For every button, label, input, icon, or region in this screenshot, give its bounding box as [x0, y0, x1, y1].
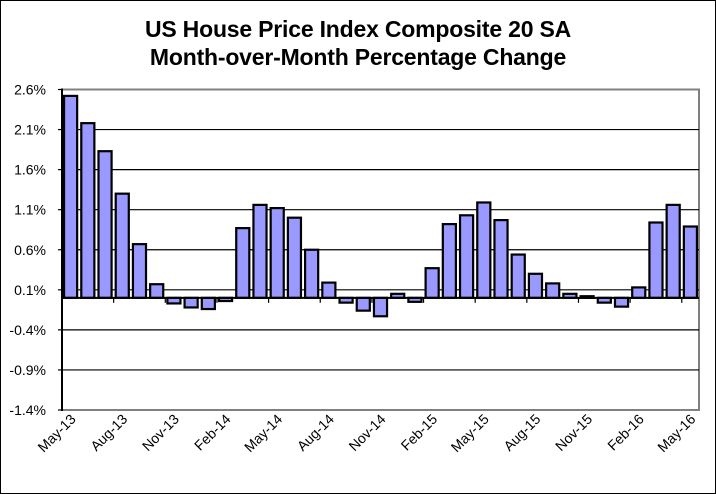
x-tick-label: May-14: [241, 411, 285, 455]
bar-aug-13: [114, 192, 130, 299]
x-tick-label: Aug-13: [87, 411, 130, 454]
y-tick-label: 1.6%: [14, 162, 46, 178]
bar-oct-13: [149, 283, 165, 299]
y-tick-label: 0.6%: [14, 242, 46, 258]
bars: [62, 94, 699, 318]
bar-mar-16: [648, 221, 664, 299]
bar-sep-13: [131, 243, 148, 299]
x-tick-label: May-16: [654, 411, 698, 455]
bar-sep-15: [545, 282, 561, 299]
bar-may-14: [269, 206, 285, 299]
x-tick-label: Nov-13: [139, 411, 182, 454]
x-tick-label: Nov-14: [345, 411, 388, 454]
bar-mar-15: [441, 223, 458, 299]
bar-apr-15: [458, 214, 475, 299]
tick-labels: 2.6% 2.1% 1.6% 1.1% 0.6% 0.1% -0.4% -0.9% -1.4% M…: [9, 82, 698, 456]
bar-feb-15: [424, 267, 440, 299]
y-tick-label: -0.9%: [9, 362, 46, 378]
bar-jan-16: [613, 296, 630, 308]
x-tick-label: Feb-14: [191, 411, 234, 454]
bar-jun-15: [493, 219, 509, 299]
y-tick-label: 2.6%: [14, 82, 46, 98]
bar-jun-14: [286, 216, 303, 299]
bar-aug-15: [527, 272, 544, 299]
bar-mar-14: [235, 227, 251, 299]
x-tick-label: Feb-15: [398, 411, 441, 454]
chart-title: US House Price Index Composite 20 SA: [144, 16, 572, 42]
x-tick-label: Nov-15: [552, 411, 595, 454]
bar-jan-14: [200, 296, 216, 311]
bar-apr-14: [252, 203, 268, 299]
y-tick-label: 2.1%: [14, 122, 46, 138]
bar-feb-16: [631, 286, 647, 299]
axes: [58, 88, 699, 411]
bar-jul-13: [97, 150, 113, 299]
bar-oct-14: [355, 296, 371, 312]
gridlines: [61, 88, 700, 411]
y-tick-label: 1.1%: [14, 202, 46, 218]
x-tick-label: Aug-14: [294, 411, 337, 454]
bar-jul-14: [303, 248, 320, 299]
bar-jul-15: [510, 253, 526, 299]
x-tick-label: May-15: [448, 411, 492, 455]
x-tick-label: Aug-15: [500, 411, 543, 454]
bar-may-15: [476, 201, 492, 299]
bar-apr-16: [665, 203, 681, 299]
bar-may-13: [62, 94, 79, 299]
y-tick-label: -1.4%: [9, 402, 46, 418]
chart-subtitle: Month-over-Month Percentage Change: [149, 44, 567, 70]
bar-aug-14: [321, 281, 337, 299]
bar-nov-14: [372, 296, 389, 318]
y-tick-label: 0.1%: [14, 282, 46, 298]
bar-jun-13: [80, 122, 96, 299]
bar-dec-13: [183, 296, 199, 309]
y-tick-label: -0.4%: [9, 322, 46, 338]
x-tick-label: Feb-16: [604, 411, 647, 454]
bar-may-16: [682, 225, 699, 299]
